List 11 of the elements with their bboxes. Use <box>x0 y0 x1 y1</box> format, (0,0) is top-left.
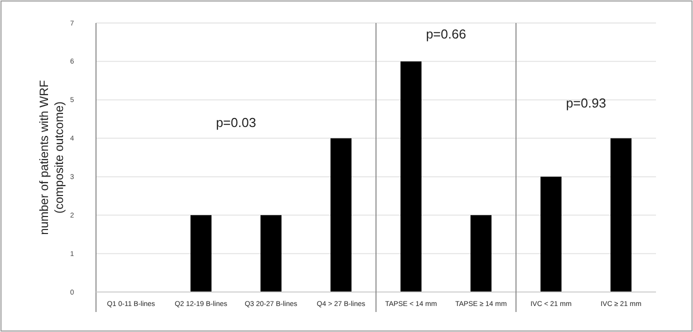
bar <box>260 215 282 292</box>
bar <box>610 138 632 292</box>
annotation: p=0.66 <box>426 26 466 42</box>
y-axis-title: number of patients with WRF (composite outcome) <box>37 80 66 235</box>
annotation: p=0.93 <box>566 96 606 111</box>
bar <box>470 215 492 292</box>
bar <box>540 176 562 292</box>
bar <box>190 215 212 292</box>
bar <box>330 138 352 292</box>
bar <box>400 61 422 292</box>
annotation: p=0.03 <box>216 114 256 130</box>
